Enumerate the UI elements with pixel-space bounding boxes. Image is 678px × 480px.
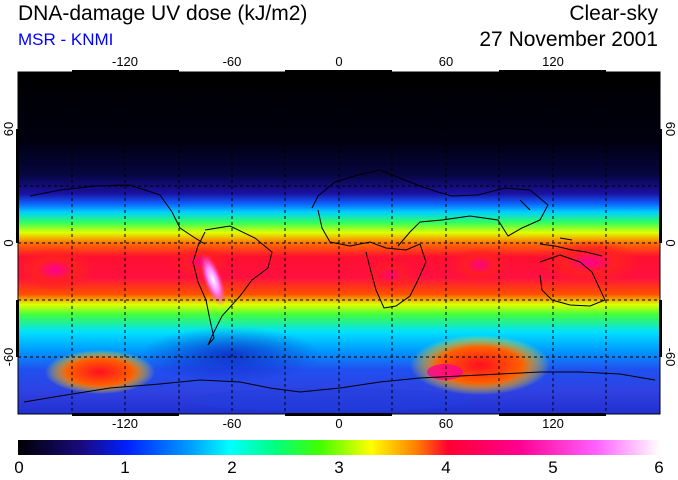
lat-left-label: 0	[1, 239, 16, 246]
lat-left-label: 60	[1, 122, 16, 136]
colorbar-label: 6	[654, 458, 664, 477]
lat-right-label: -60	[663, 348, 678, 367]
source-label: MSR - KNMI	[18, 30, 114, 49]
lat-left-label: -60	[1, 348, 16, 367]
lat-right-label: 0	[663, 239, 678, 246]
map-frame	[16, 70, 662, 416]
sky-condition-label: Clear-sky	[569, 2, 658, 25]
colorbar-label: 4	[441, 458, 451, 477]
colorbar-label: 1	[120, 458, 130, 477]
lon-bottom-label: -60	[223, 416, 242, 431]
colorbar	[18, 440, 660, 455]
lon-top-label: -120	[112, 54, 138, 69]
uv-field	[18, 72, 660, 414]
lon-top-label: 0	[335, 54, 342, 69]
date-label: 27 November 2001	[479, 28, 658, 51]
colorbar-label: 0	[14, 458, 24, 477]
lat-right-label: 60	[663, 122, 678, 136]
lon-bottom-label: 0	[335, 416, 342, 431]
colorbar-label: 3	[334, 458, 344, 477]
lon-top-label: -60	[223, 54, 242, 69]
lon-top-label: 60	[439, 54, 453, 69]
lon-top-label: 120	[542, 54, 564, 69]
colorbar-label: 2	[227, 458, 237, 477]
lon-bottom-label: -120	[112, 416, 138, 431]
graticule	[18, 72, 660, 414]
colorbar-label: 5	[548, 458, 558, 477]
map-title: DNA-damage UV dose (kJ/m2)	[18, 2, 308, 25]
lon-bottom-label: 60	[439, 416, 453, 431]
lon-bottom-label: 120	[542, 416, 564, 431]
